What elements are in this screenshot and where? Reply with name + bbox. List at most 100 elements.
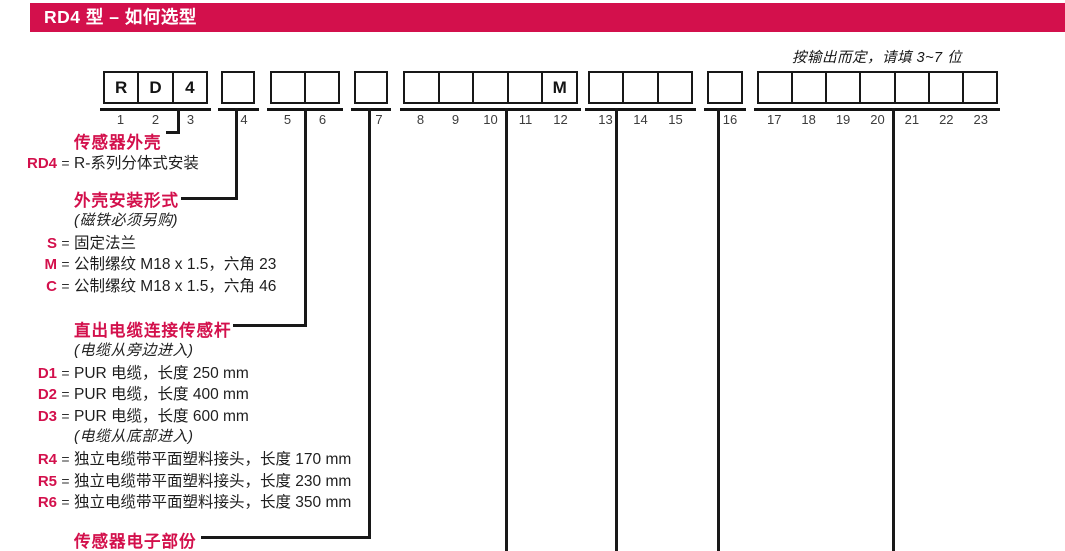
option-code: D1 — [37, 365, 57, 382]
option-row: S = 固定法兰 — [0, 231, 136, 253]
code-cell: D — [137, 73, 171, 102]
option-desc: 独立电缆带平面塑料接头，长度 230 mm — [74, 473, 352, 490]
code-cell — [759, 73, 791, 102]
code-cell: M — [541, 73, 576, 102]
option-desc: PUR 电缆，长度 250 mm — [74, 365, 249, 382]
option-desc: 固定法兰 — [74, 235, 137, 252]
position-number: 10 — [483, 112, 498, 127]
code-cell — [405, 73, 438, 102]
position-number: 5 — [283, 112, 292, 127]
position-number: 1 — [116, 112, 125, 127]
position-numbers: 4 — [227, 112, 261, 127]
title-bar: RD4 型 – 如何选型 — [30, 3, 1065, 32]
position-numbers: 1 2 3 — [103, 112, 208, 127]
group-underline — [100, 108, 211, 111]
section-heading-mounting: 外壳安装形式 — [74, 192, 179, 210]
position-number: 17 — [766, 112, 782, 127]
group-underline — [585, 108, 696, 111]
position-number: 6 — [318, 112, 327, 127]
option-code: R4 — [37, 451, 57, 468]
connector-horizontal-mounting — [181, 197, 238, 200]
equals-sign: = — [61, 235, 70, 251]
position-number: 4 — [240, 112, 248, 127]
section-heading-cable: 直出电缆连接传感杆 — [74, 322, 232, 340]
connector-vertical-housing — [177, 108, 180, 134]
position-number: 23 — [973, 112, 988, 127]
code-box-group-7 — [354, 71, 388, 104]
code-box-group-1-3: R D 4 — [103, 71, 208, 104]
position-numbers: 13 14 15 — [588, 112, 693, 127]
connector-vertical-mounting — [235, 108, 238, 200]
position-number: 22 — [939, 112, 954, 127]
connector-vertical-pos-16 — [717, 108, 720, 551]
section-note: (电缆从旁边进入) — [74, 342, 194, 359]
group-underline — [351, 108, 391, 111]
code-cell — [437, 73, 473, 102]
option-code: M — [44, 256, 58, 273]
option-desc: PUR 电缆，长度 600 mm — [74, 408, 249, 425]
position-number: 15 — [668, 112, 683, 127]
page-title: RD4 型 – 如何选型 — [44, 7, 197, 27]
code-cell — [590, 73, 622, 102]
code-box-group-8-12: M — [403, 71, 578, 104]
code-cell — [709, 73, 741, 102]
position-number: 2 — [151, 112, 160, 127]
code-cell — [859, 73, 893, 102]
position-number: 19 — [835, 112, 851, 127]
option-row: C = 公制缧纹 M18 x 1.5，六角 46 — [0, 274, 276, 296]
option-desc: 公制缧纹 M18 x 1.5，六角 46 — [74, 278, 277, 295]
option-row: D1 = PUR 电缆，长度 250 mm — [0, 361, 249, 383]
position-number: 21 — [904, 112, 920, 127]
option-desc: 公制缧纹 M18 x 1.5，六角 23 — [74, 256, 277, 273]
group-underline — [400, 108, 581, 111]
group-underline — [218, 108, 259, 111]
connector-vertical-pos-11 — [505, 108, 508, 551]
connector-vertical-pos-21 — [892, 108, 895, 551]
position-number: 20 — [870, 112, 885, 127]
position-numbers: 7 — [362, 112, 396, 127]
option-code: C — [46, 278, 57, 295]
code-cell — [272, 73, 304, 102]
position-numbers: 17 18 19 20 21 22 23 — [757, 112, 998, 127]
code-cell: 4 — [171, 73, 206, 102]
equals-sign: = — [61, 365, 70, 381]
section-note: (电缆从底部进入) — [74, 428, 194, 445]
option-code: D2 — [37, 386, 57, 403]
option-code: R5 — [37, 473, 57, 490]
section-note: (磁铁必须另购) — [74, 212, 178, 229]
equals-sign: = — [61, 278, 70, 294]
connector-vertical-cable — [304, 108, 307, 327]
code-cell — [893, 73, 928, 102]
code-cell — [622, 73, 656, 102]
code-cell — [506, 73, 542, 102]
code-cell — [304, 73, 338, 102]
connector-vertical-pos-14 — [615, 108, 618, 551]
connector-horizontal-electronics — [201, 536, 371, 539]
option-row: M = 公制缧纹 M18 x 1.5，六角 23 — [0, 252, 277, 274]
code-cell — [472, 73, 507, 102]
option-desc: PUR 电缆，长度 400 mm — [74, 386, 249, 403]
position-number: 11 — [518, 112, 533, 127]
code-cell — [927, 73, 962, 102]
option-code: D3 — [37, 408, 57, 425]
code-cell — [961, 73, 996, 102]
equals-sign: = — [61, 386, 70, 402]
code-cell — [825, 73, 859, 102]
position-numbers: 5 6 — [270, 112, 340, 127]
code-box-group-16 — [707, 71, 743, 104]
position-number: 16 — [722, 112, 738, 127]
code-cell — [791, 73, 825, 102]
fill-instruction-note: 按输出而定，请填 3~7 位 — [792, 50, 963, 66]
code-box-group-4 — [221, 71, 255, 104]
option-code: R6 — [37, 494, 57, 511]
option-desc: 独立电缆带平面塑料接头，长度 350 mm — [74, 494, 352, 511]
equals-sign: = — [61, 155, 70, 171]
option-desc: R-系列分体式安装 — [74, 155, 199, 172]
position-number: 12 — [553, 112, 568, 127]
equals-sign: = — [61, 494, 70, 510]
option-code: S — [46, 235, 57, 252]
code-cell — [356, 73, 386, 102]
code-cell: R — [115, 77, 128, 97]
section-heading-electronics: 传感器电子部份 — [74, 533, 197, 551]
